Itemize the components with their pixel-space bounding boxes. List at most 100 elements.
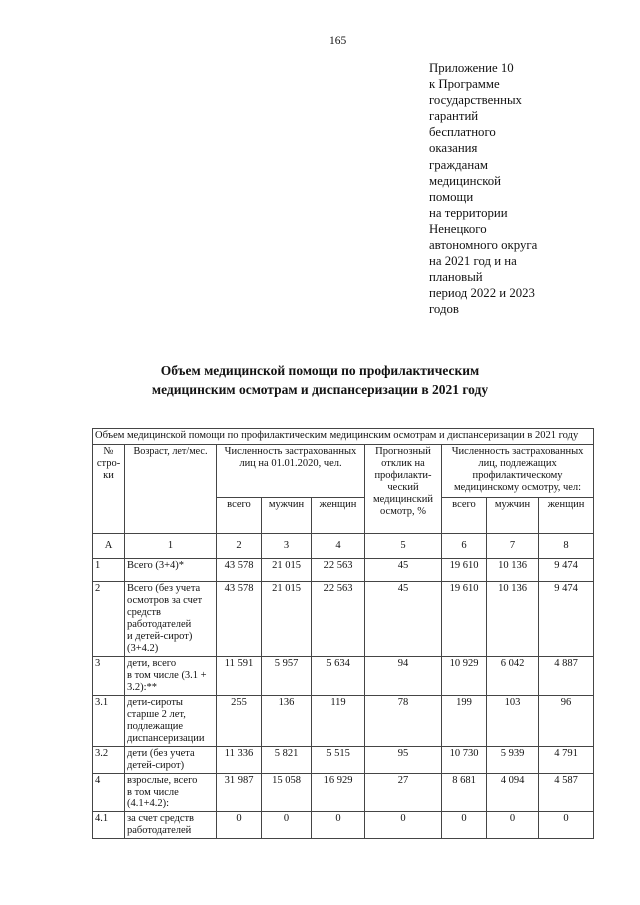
value-cell: 10 730 [441,745,487,774]
value-cell: 96 [537,694,595,747]
table-row: 1 Всего (3+4)* 43 578 21 015 22 563 45 19 610 1… [92,558,595,582]
value-cell: 119 [311,694,365,747]
value-cell: 6 042 [486,655,539,696]
value-cell: 19 610 [441,581,487,657]
row-number-cell: 4 [92,772,125,813]
value-cell: 94 [364,655,442,696]
value-cell: 27 [364,772,442,813]
table-caption: Объем медицинской помощи по профилактиче… [91,428,595,445]
value-cell: 136 [261,694,312,747]
subheader-women-1: женщин [311,497,365,534]
table-row: 3.2 дети (без учета детей-сирот) 11 336 5 8… [92,745,595,774]
subheader-men-2: мужчин [486,497,539,534]
table-body: 1 Всего (3+4)* 43 578 21 015 22 563 45 19 610 1… [92,558,595,840]
appendix-note: Приложение 10 к Программе государственны… [429,61,538,317]
value-cell: 0 [537,811,595,840]
value-cell: 5 515 [311,745,365,774]
value-cell: 103 [486,694,539,747]
row-number-cell: 4.1 [92,811,125,840]
row-number-cell: 3.1 [92,694,125,747]
value-cell: 5 821 [261,745,312,774]
value-cell: 4 791 [537,745,595,774]
subheader-total-2: всего [441,497,487,534]
data-table-container: Объем медицинской помощи по профилактиче… [91,428,595,840]
value-cell: 10 136 [486,581,539,657]
index-cell: А [92,533,125,559]
value-cell: 5 939 [486,745,539,774]
value-cell: 5 957 [261,655,312,696]
value-cell: 11 336 [216,745,262,774]
column-index-row: А 1 2 3 4 5 6 7 8 [92,533,595,559]
value-cell: 0 [216,811,262,840]
row-number-cell: 3 [92,655,125,696]
row-label-cell: взрослые, всего в том числе (4.1+4.2): [124,772,217,813]
value-cell: 11 591 [216,655,262,696]
table-row: 3.1 дети-сироты старше 2 лет, подлежащие … [92,694,595,747]
header-insured-2020: Численность застрахованных лиц на 01.01.… [216,444,365,498]
header-row-number: № стро- ки [92,444,125,534]
value-cell: 0 [486,811,539,840]
table-row: 2 Всего (без учета осмотров за счет средс… [92,581,595,657]
row-number-cell: 1 [92,558,125,582]
subheader-total-1: всего [216,497,262,534]
value-cell: 45 [364,558,442,582]
document-title: Объем медицинской помощи по профилактиче… [151,363,489,397]
value-cell: 10 929 [441,655,487,696]
value-cell: 43 578 [216,581,262,657]
value-cell: 8 681 [441,772,487,813]
value-cell: 9 474 [537,581,595,657]
header-age: Возраст, лет/мес. [124,444,217,534]
value-cell: 95 [364,745,442,774]
value-cell: 199 [441,694,487,747]
value-cell: 21 015 [261,581,312,657]
value-cell: 19 610 [441,558,487,582]
value-cell: 4 587 [537,772,595,813]
table-header-row: № стро- ки Возраст, лет/мес. Численность… [92,444,595,534]
header-subject-to-exam: Численность застрахованных лиц, подлежащ… [440,444,595,498]
value-cell: 5 634 [311,655,365,696]
table-subheader-row: всего мужчин женщин всего мужчин женщин [93,497,595,534]
index-cell: 7 [486,533,539,559]
value-cell: 16 929 [311,772,365,813]
value-cell: 0 [311,811,365,840]
value-cell: 21 015 [261,558,312,582]
value-cell: 15 058 [261,772,312,813]
value-cell: 45 [364,581,442,657]
table-row: 3 дети, всего в том числе (3.1 + 3.2):** 1… [92,655,595,696]
row-number-cell: 3.2 [92,745,125,774]
value-cell: 4 887 [537,655,595,696]
page-number: 165 [329,35,347,47]
index-cell: 8 [537,533,595,559]
index-cell: 2 [216,533,262,559]
row-label-cell: дети (без учета детей-сирот) [124,745,217,774]
table-row: 4.1 за счет средств работодателей 0 0 0 0 0 0 0 [92,811,595,840]
index-cell: 5 [364,533,442,559]
value-cell: 4 094 [486,772,539,813]
data-table: Объем медицинской помощи по профилактиче… [91,428,595,840]
row-label-cell: дети-сироты старше 2 лет, подлежащие дис… [124,694,217,747]
row-label-cell: дети, всего в том числе (3.1 + 3.2):** [124,655,217,696]
subheader-women-2: женщин [537,497,595,534]
index-cell: 1 [124,533,217,559]
value-cell: 22 563 [311,558,365,582]
value-cell: 10 136 [486,558,539,582]
table-row: 4 взрослые, всего в том числе (4.1+4.2): 3… [92,772,595,813]
row-number-cell: 2 [92,581,125,657]
value-cell: 78 [364,694,442,747]
row-label-cell: Всего (3+4)* [124,558,217,582]
table-caption-row: Объем медицинской помощи по профилактиче… [91,428,595,445]
row-label-cell: за счет средств работодателей [124,811,217,840]
row-label-cell: Всего (без учета осмотров за счет средст… [124,581,217,657]
value-cell: 0 [441,811,487,840]
subheader-men-1: мужчин [261,497,312,534]
index-cell: 3 [261,533,312,559]
value-cell: 9 474 [537,558,595,582]
value-cell: 0 [261,811,312,840]
index-cell: 4 [311,533,365,559]
value-cell: 22 563 [311,581,365,657]
index-cell: 6 [441,533,487,559]
value-cell: 31 987 [216,772,262,813]
value-cell: 43 578 [216,558,262,582]
header-forecast-response: Прогнозный отклик на профилакти- ческий … [364,444,442,534]
